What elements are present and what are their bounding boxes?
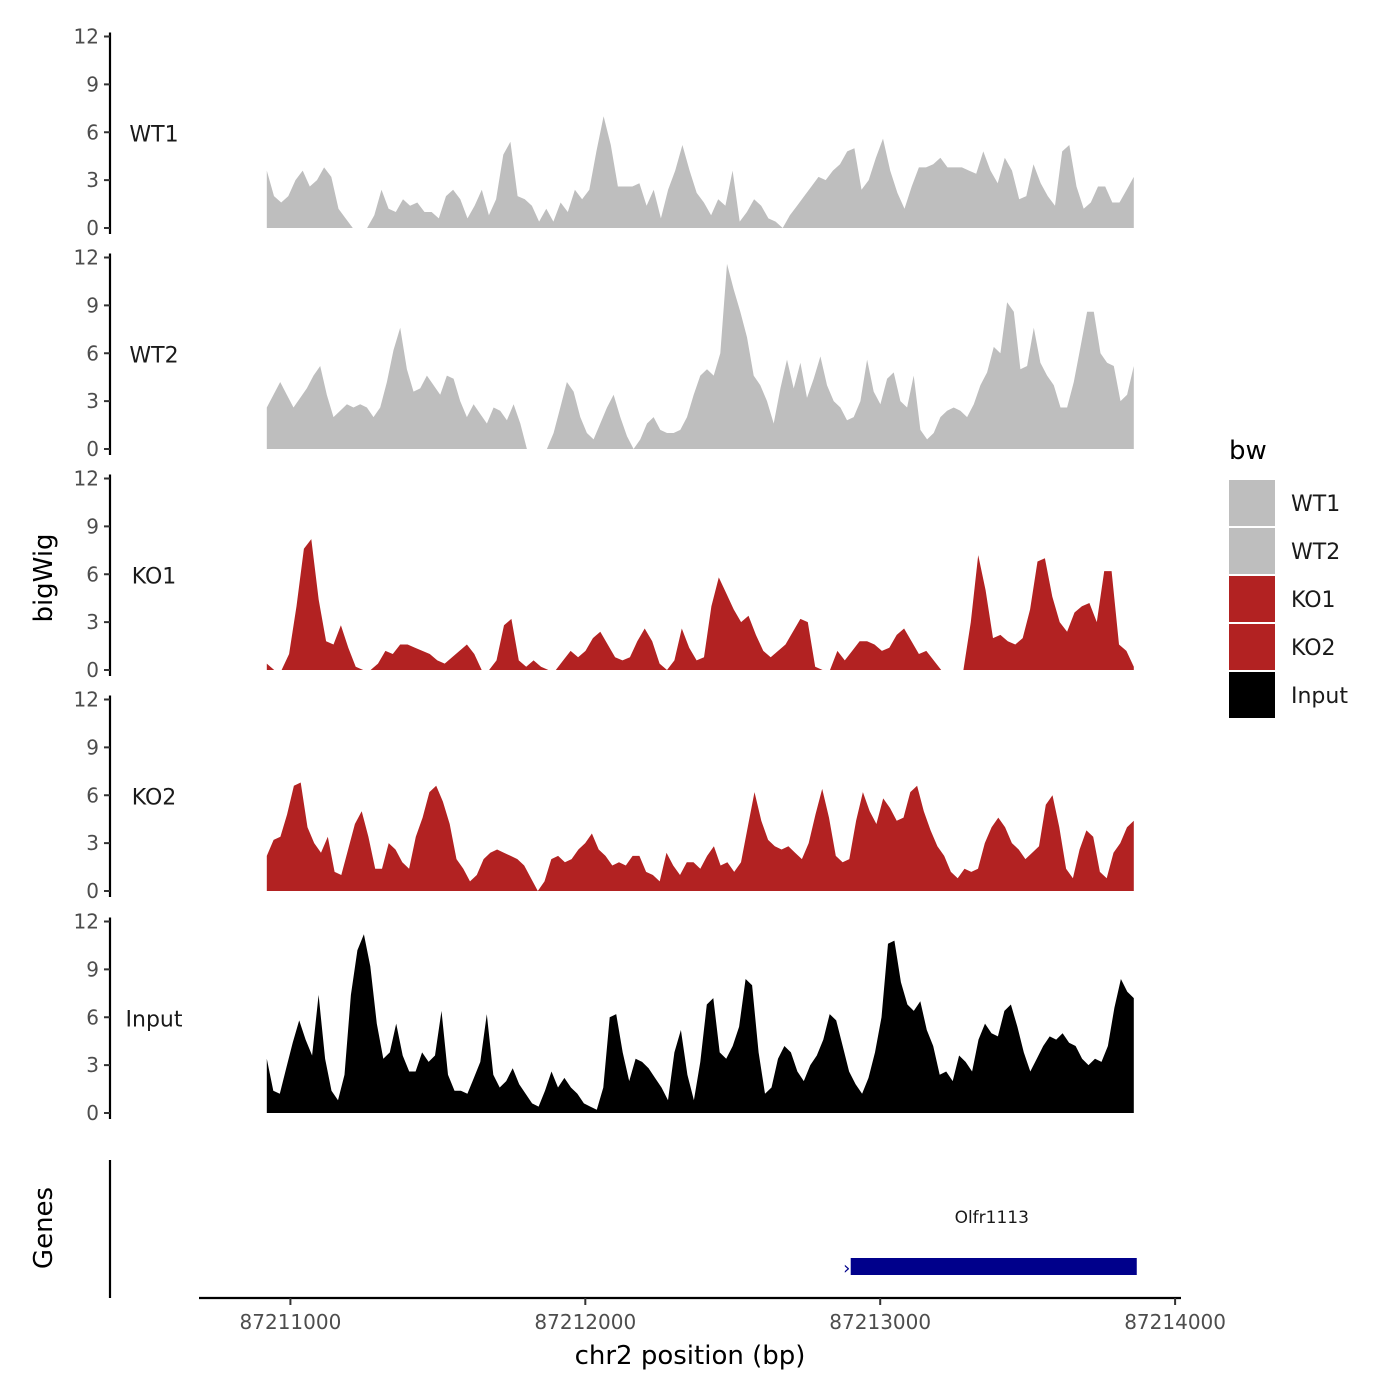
y-tick-label: 9: [86, 735, 99, 759]
legend-key-input: [1229, 672, 1275, 718]
y-tick-label: 3: [86, 1053, 99, 1077]
track-input: 0 3 6 9 12 Input: [74, 910, 1134, 1125]
y-tick-label: 12: [74, 246, 99, 270]
y-tick-label: 9: [86, 293, 99, 317]
legend-label-ko1: KO1: [1291, 588, 1336, 613]
x-axis-title: chr2 position (bp): [575, 1341, 806, 1371]
legend-label-input: Input: [1291, 684, 1348, 709]
y-tick-label: 0: [86, 216, 99, 240]
y-tick-label: 0: [86, 437, 99, 461]
signal-area-wt1: [266, 116, 1134, 228]
y-tick-label: 9: [86, 514, 99, 538]
track-label-ko1: KO1: [132, 564, 177, 589]
y-tick-label: 6: [86, 120, 99, 144]
genes-track: › Olfr1113: [108, 1160, 1137, 1298]
legend-label-wt2: WT2: [1291, 540, 1340, 565]
track-label-wt1: WT1: [129, 122, 178, 147]
signal-tracks: 0 3 6 9 12 WT1 0 3 6 9 12 WT2 0 3 6 9 12 KO1 0 3 6 9 12 KO2 0 3 6 9…: [74, 25, 1134, 1125]
track-wt1: 0 3 6 9 12 WT1: [74, 25, 1134, 240]
y-tick-label: 0: [86, 1101, 99, 1125]
signal-area-input: [266, 934, 1134, 1113]
legend-title: bw: [1229, 436, 1267, 466]
y-tick-label: 12: [74, 688, 99, 712]
legend-key-wt1: [1229, 480, 1275, 526]
gene-label: Olfr1113: [955, 1208, 1029, 1228]
y-tick-label: 6: [86, 562, 99, 586]
y-tick-label: 6: [86, 783, 99, 807]
track-wt2: 0 3 6 9 12 WT2: [74, 246, 1134, 461]
signal-area-ko2: [266, 782, 1134, 891]
track-ko2: 0 3 6 9 12 KO2: [74, 688, 1134, 903]
x-tick-label: 87213000: [829, 1310, 931, 1334]
y-tick-label: 0: [86, 658, 99, 682]
genes-axis-title: Genes: [29, 1187, 59, 1269]
legend-key-ko1: [1229, 576, 1275, 622]
x-tick-label: 87211000: [240, 1310, 342, 1334]
y-tick-label: 6: [86, 1005, 99, 1029]
y-tick-label: 3: [86, 168, 99, 192]
legend-key-wt2: [1229, 528, 1275, 574]
x-axis: 87211000 87212000 87213000 87214000: [199, 1296, 1226, 1334]
legend: bw WT1 WT2 KO1 KO2 Input: [1229, 436, 1348, 718]
y-tick-label: 9: [86, 957, 99, 981]
track-label-ko2: KO2: [132, 785, 177, 810]
gene-strand-icon: ›: [843, 1258, 850, 1279]
y-tick-label: 12: [74, 25, 99, 49]
track-label-wt2: WT2: [129, 343, 178, 368]
y-tick-label: 9: [86, 72, 99, 96]
y-tick-label: 3: [86, 389, 99, 413]
y-tick-label: 12: [74, 910, 99, 934]
x-tick-label: 87212000: [534, 1310, 636, 1334]
legend-label-ko2: KO2: [1291, 636, 1336, 661]
track-label-input: Input: [126, 1007, 183, 1032]
y-axis-title: bigWig: [29, 533, 59, 622]
y-tick-label: 6: [86, 341, 99, 365]
gene-body: [850, 1258, 1137, 1275]
signal-area-ko1: [266, 539, 1134, 670]
legend-key-ko2: [1229, 624, 1275, 670]
signal-area-wt2: [266, 263, 1134, 449]
x-tick-label: 87214000: [1124, 1310, 1226, 1334]
y-tick-label: 0: [86, 879, 99, 903]
y-tick-label: 3: [86, 831, 99, 855]
legend-label-wt1: WT1: [1291, 492, 1340, 517]
y-tick-label: 3: [86, 610, 99, 634]
track-ko1: 0 3 6 9 12 KO1: [74, 467, 1134, 682]
y-tick-label: 12: [74, 467, 99, 491]
